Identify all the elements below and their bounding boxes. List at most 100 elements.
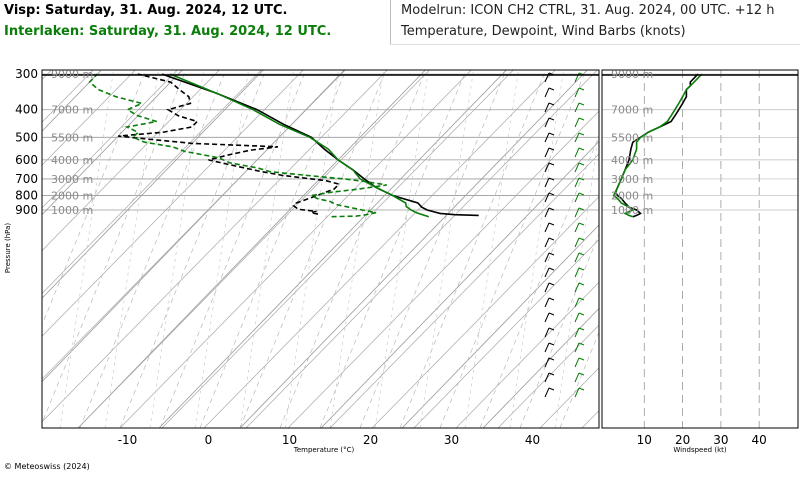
wind-barb [544,282,550,293]
interlaken_dew-line [88,73,387,218]
isotherm [42,70,183,216]
moist-adiabat [359,70,507,428]
altitude-label: 1000 m [51,204,93,217]
windspeed-tick-label: 10 [637,433,652,447]
mixing-ratio-line [239,70,294,428]
wind-barb [574,357,580,368]
moist-adiabat [159,70,307,428]
wind-barbs [544,72,585,398]
isotherm [42,70,102,132]
wind-barb-flag [578,87,585,91]
moist-adiabat [42,70,147,326]
wind-barb-flag [578,252,585,256]
dry-adiabat [119,70,472,428]
moist-adiabat [559,331,599,428]
wind-barb-flag [578,327,585,331]
windspeed-tick-label: 40 [752,433,767,447]
wind-barb-flag [548,147,555,151]
wind-barb [574,387,580,398]
wind-barb-flag [578,387,585,391]
wind-barb [544,372,550,383]
wind-barb [544,387,550,398]
temperature-tick-label: -10 [118,433,138,447]
dry-adiabat [42,70,136,166]
temperature-tick-label: 10 [282,433,297,447]
copyright: © Meteoswiss (2024) [4,462,90,471]
wind-barb-flag [578,222,585,226]
wind-frame [601,69,799,429]
moist-adiabat [680,60,800,428]
station-title: Visp: Saturday, 31. Aug. 2024, 12 UTC. [4,3,288,18]
wind-barb-flag [578,117,585,121]
moist-adiabat [439,70,587,428]
dry-adiabat [42,70,52,80]
wind-barb [574,147,580,158]
wind-barb-flag [548,342,555,346]
dry-adiabat [42,70,178,209]
wind-barb-flag [548,102,555,106]
altitude-label: 2000 m [51,189,93,202]
wind-barb [574,267,580,278]
mixing-ratio-line [284,70,339,428]
wind-barb [574,327,580,338]
dry-adiabat [329,153,599,428]
wind-altitude-label: 3000 m [611,173,653,186]
moist-adiabat [640,60,790,428]
mixing-ratio-line [690,60,745,428]
wind-profiles [612,73,703,218]
wind-barb [574,252,580,263]
dry-adiabat [77,70,430,428]
wind-barb-flag [578,132,585,136]
dry-adiabat [539,367,599,428]
wind-barb-flag [578,372,585,376]
mixing-ratio-line [509,70,564,428]
wind-barb [544,297,550,308]
moist-adiabat [199,70,347,428]
wind-barb [544,327,550,338]
wind-barb-flag [548,357,555,361]
moist-adiabat [279,70,427,428]
wind-barb [574,342,580,353]
wind-barb-flag [548,237,555,241]
wind-barb [544,132,550,143]
wind-barb-flag [578,192,585,196]
wind-barb [574,177,580,188]
wind-barb-flag [548,267,555,271]
wind-barb-flag [548,207,555,211]
altitude-label: 5500 m [51,131,93,144]
dry-adiabat [42,70,220,252]
dry-adiabat [42,70,388,423]
wind-barb [574,297,580,308]
wind-barb-flag [548,162,555,166]
mixing-ratio-line [464,70,519,428]
wind-grid [602,70,798,428]
wind-barb [544,162,550,173]
pressure-tick-label: 300 [15,67,38,81]
moist-adiabat [119,70,267,428]
wind-barb [544,237,550,248]
wind-barb [574,117,580,128]
dry-adiabat [413,238,599,428]
temperature-tick-label: 20 [363,433,378,447]
dry-adiabat [497,324,599,428]
y-axis-label: Pressure (hPa) [4,223,12,273]
wind-barb-flag [578,177,585,181]
windspeed-tick-label: 20 [675,433,690,447]
dry-adiabat [792,0,800,428]
wind-barb-flag [578,147,585,151]
wind-altitude-label: 9000 m [611,68,653,81]
wind-altitude-label: 7000 m [611,104,653,117]
interlaken_wind-line [612,73,703,218]
pressure-tick-label: 500 [15,130,38,144]
wind-barb [544,222,550,233]
wind-barb-flag [578,267,585,271]
temperature-tick-label: 30 [444,433,459,447]
wind-barb [574,372,580,383]
dry-adiabat [287,110,599,428]
wind-barb [544,252,550,263]
wind-barb [544,192,550,203]
dry-adiabat [42,70,262,294]
isotherm [401,224,599,428]
